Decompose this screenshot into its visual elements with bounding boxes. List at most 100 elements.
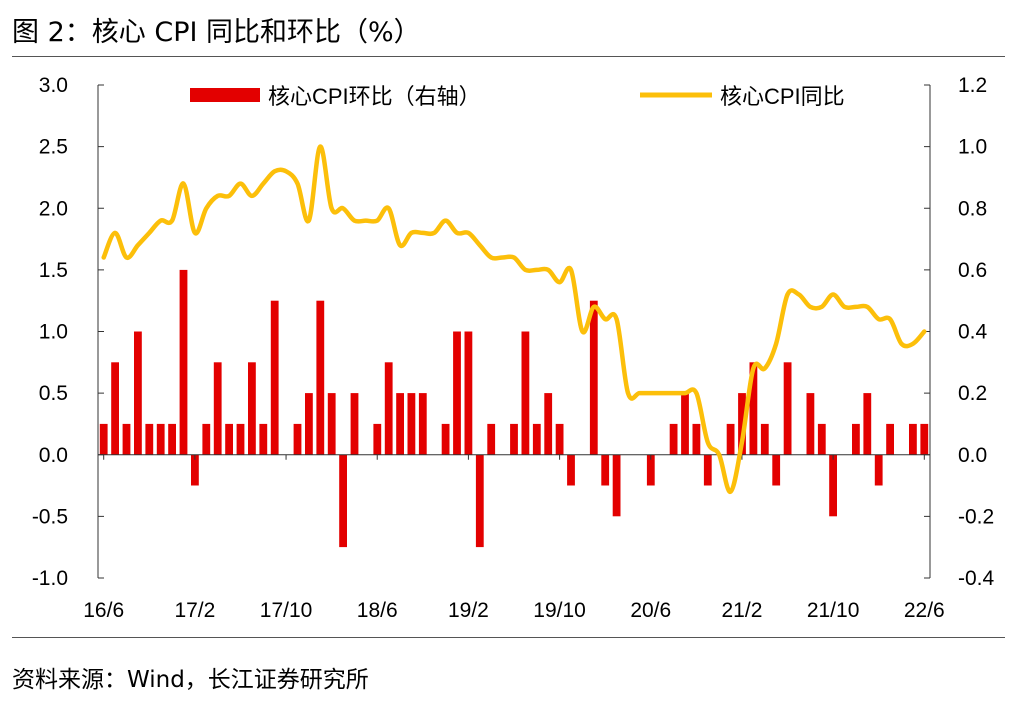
x-axis-tick-label: 16/6 (83, 599, 124, 622)
bar (350, 393, 359, 455)
bar (464, 331, 473, 455)
bar (681, 393, 689, 455)
bar (225, 423, 233, 455)
bar (179, 269, 188, 455)
bar (475, 454, 484, 548)
bar (669, 423, 678, 455)
bar (213, 362, 222, 455)
bar (555, 423, 564, 455)
x-axis-tick-label: 19/2 (448, 599, 489, 622)
right-axis-tick-label: 0.2 (958, 382, 987, 405)
legend-bar-swatch (190, 88, 260, 102)
bar (453, 331, 461, 455)
legend: 核心CPI环比（右轴） 核心CPI同比 (190, 84, 845, 109)
bar (920, 423, 929, 455)
bar (407, 393, 416, 455)
bar (829, 454, 837, 517)
bar (783, 362, 792, 455)
bar (248, 362, 256, 455)
bar (567, 454, 575, 486)
bar (521, 331, 530, 455)
right-axis-tick-label: 1.2 (958, 74, 987, 97)
bar (236, 423, 245, 455)
left-axis-tick-label: 2.0 (39, 197, 68, 220)
x-axis-tick-label: 17/2 (174, 599, 215, 622)
bar (396, 393, 404, 455)
bar (305, 393, 313, 455)
x-axis-tick-label: 21/10 (807, 599, 860, 622)
right-axis-tick-label: 0.4 (958, 321, 988, 344)
bar (339, 454, 347, 548)
left-axis-tick-label: 0.5 (39, 382, 68, 405)
bar (168, 423, 176, 455)
bar (726, 423, 735, 455)
right-axis-tick-label: 1.0 (958, 136, 987, 159)
bar (863, 393, 872, 455)
bar (99, 423, 108, 455)
bar (418, 393, 427, 455)
bar (738, 393, 746, 455)
x-axis-tick-label: 22/6 (904, 599, 945, 622)
right-axis-tick-label: 0.0 (958, 444, 987, 467)
bar (817, 423, 826, 455)
right-axis-tick-label: -0.4 (958, 567, 995, 590)
bar (749, 362, 758, 455)
bar (327, 393, 336, 455)
bar (874, 454, 883, 486)
left-axis-tick-label: -1.0 (32, 567, 68, 590)
left-axis-tick-label: -0.5 (32, 505, 68, 528)
left-axis-tick-label: 1.5 (39, 259, 68, 282)
bar (612, 454, 621, 517)
figure-title: 图 2：核心 CPI 同比和环比（%） (12, 17, 421, 48)
bar (270, 300, 279, 455)
bar (122, 423, 131, 455)
right-axis-tick-label: 0.8 (958, 197, 987, 220)
bar (202, 423, 211, 455)
chart-frame (12, 56, 1005, 638)
x-axis-tick-label: 17/10 (260, 599, 313, 622)
bar (510, 423, 518, 455)
bar (772, 454, 781, 486)
bar (760, 423, 769, 455)
bar (259, 423, 268, 455)
bar (316, 300, 325, 455)
bar (646, 454, 655, 486)
x-axis-tick-label: 19/10 (533, 599, 586, 622)
left-axis-tick-label: 2.5 (39, 136, 68, 159)
bar (384, 362, 393, 455)
core-cpi-yoy-line (101, 144, 927, 494)
bar (886, 423, 894, 455)
bar (293, 423, 302, 455)
bar (145, 423, 154, 455)
source-note: 资料来源：Wind，长江证券研究所 (12, 667, 369, 693)
bar (487, 423, 496, 455)
bar (156, 423, 165, 455)
bar (134, 331, 142, 455)
x-axis-tick-label: 18/6 (357, 599, 398, 622)
axes: -1.0 -0.5 0.0 0.5 1.0 1.5 2.0 2.5 3.0 -0.4 -0.2 0.0… (32, 74, 995, 622)
bar (692, 423, 701, 455)
left-axis-tick-label: 3.0 (39, 74, 68, 97)
bar (852, 423, 860, 455)
line-series (101, 144, 927, 494)
bar (441, 423, 450, 455)
left-axis-tick-label: 1.0 (39, 321, 68, 344)
bar (111, 362, 119, 455)
bar (601, 454, 610, 486)
bar (703, 454, 712, 486)
left-axis-tick-label: 0.0 (39, 444, 68, 467)
bar (909, 423, 917, 455)
bar-series (99, 269, 929, 548)
bar (373, 423, 382, 455)
bar (191, 454, 199, 486)
bar (589, 300, 598, 455)
bar (806, 393, 815, 455)
x-axis-tick-label: 21/2 (722, 599, 763, 622)
right-axis-tick-label: -0.2 (958, 505, 994, 528)
legend-line-label: 核心CPI同比 (720, 84, 845, 109)
bar (544, 393, 553, 455)
legend-bar-label: 核心CPI环比（右轴） (268, 84, 481, 109)
right-axis-tick-label: 0.6 (958, 259, 987, 282)
bar (532, 423, 541, 455)
